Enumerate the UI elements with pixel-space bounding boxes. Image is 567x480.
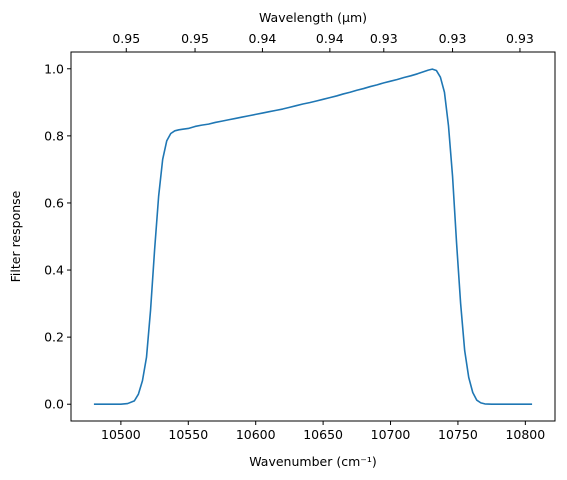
x-tick-label: 10700	[371, 427, 411, 442]
y-tick-label: 0.4	[44, 263, 64, 278]
top-axis-label: Wavelength (μm)	[259, 10, 367, 25]
y-tick-label: 0.0	[44, 397, 64, 412]
series-line	[93, 68, 533, 406]
x-axis-label: Wavenumber (cm⁻¹)	[249, 454, 376, 469]
top-tick-label: 0.95	[181, 31, 209, 46]
y-axis-ticks: 0.0 0.2 0.4 0.6 0.8 1.0	[44, 61, 71, 412]
top-tick-label: 0.93	[506, 31, 534, 46]
x-axis-ticks: 10500 10550 10600 10650 10700 10750 10800	[101, 421, 545, 442]
y-axis-label: Filter response	[8, 190, 23, 282]
x-tick-label: 10500	[101, 427, 141, 442]
y-tick-label: 0.8	[44, 128, 64, 143]
top-tick-label: 0.93	[439, 31, 467, 46]
top-axis-ticks: 0.95 0.95 0.94 0.94 0.93 0.93 0.93	[112, 31, 534, 52]
plot-frame	[70, 51, 556, 422]
top-tick-label: 0.94	[249, 31, 277, 46]
y-tick-label: 0.6	[44, 195, 64, 210]
x-tick-label: 10750	[438, 427, 478, 442]
y-tick-label: 1.0	[44, 61, 64, 76]
top-tick-label: 0.95	[112, 31, 140, 46]
series-layer	[93, 68, 533, 406]
x-tick-label: 10800	[505, 427, 545, 442]
top-tick-label: 0.94	[316, 31, 344, 46]
x-tick-label: 10600	[236, 427, 276, 442]
x-tick-label: 10650	[303, 427, 343, 442]
x-tick-label: 10550	[168, 427, 208, 442]
top-tick-label: 0.93	[370, 31, 398, 46]
y-tick-label: 0.2	[44, 330, 64, 345]
